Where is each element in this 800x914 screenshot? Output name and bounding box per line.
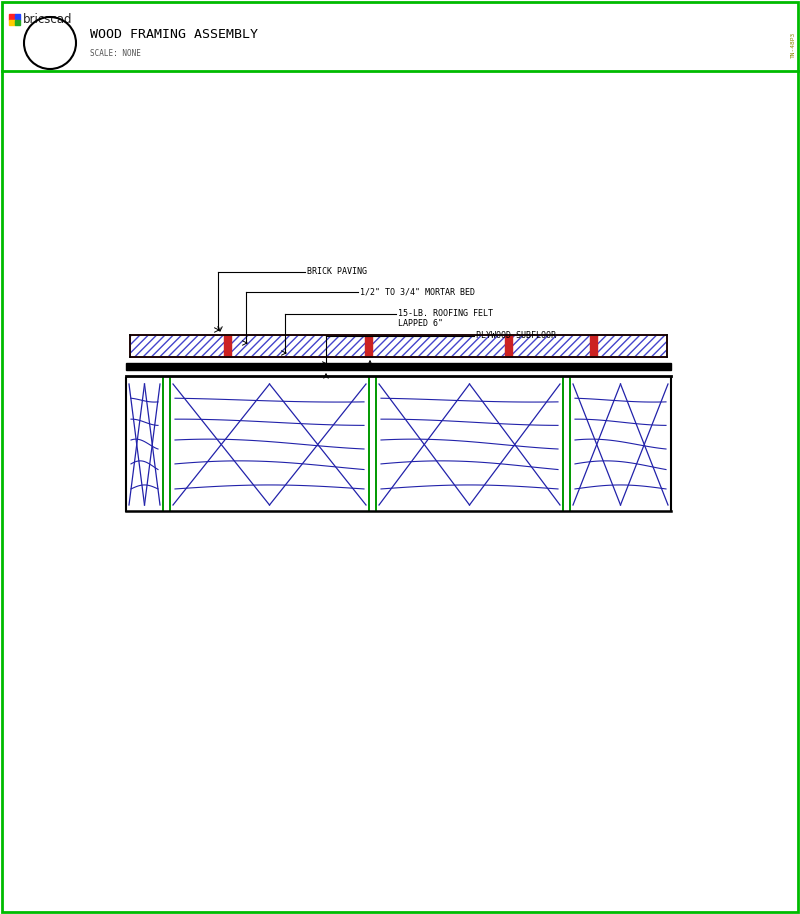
Bar	[224, 335, 232, 357]
Text: bricscad: bricscad	[23, 13, 73, 26]
Text: LAPPED 6": LAPPED 6"	[398, 318, 443, 327]
Text: TN-48P3: TN-48P3	[790, 32, 795, 58]
Bar	[130, 335, 667, 357]
Bar	[14, 14, 20, 19]
Bar	[130, 335, 667, 357]
Text: 1/2" TO 3/4" MORTAR BED: 1/2" TO 3/4" MORTAR BED	[360, 288, 475, 296]
Bar	[590, 335, 598, 357]
Text: 15-LB. ROOFING FELT: 15-LB. ROOFING FELT	[398, 310, 493, 318]
Bar	[130, 335, 667, 357]
Text: SCALE: NONE: SCALE: NONE	[90, 48, 141, 58]
Bar	[126, 363, 671, 370]
Bar	[14, 19, 20, 25]
Bar	[505, 335, 513, 357]
Bar	[9, 19, 14, 25]
Bar	[9, 14, 14, 19]
Text: BRICK PAVING: BRICK PAVING	[307, 268, 367, 277]
Text: PLYWOOD SUBFLOOR: PLYWOOD SUBFLOOR	[476, 332, 556, 341]
Bar	[365, 335, 373, 357]
Text: WOOD FRAMING ASSEMBLY: WOOD FRAMING ASSEMBLY	[90, 28, 258, 41]
